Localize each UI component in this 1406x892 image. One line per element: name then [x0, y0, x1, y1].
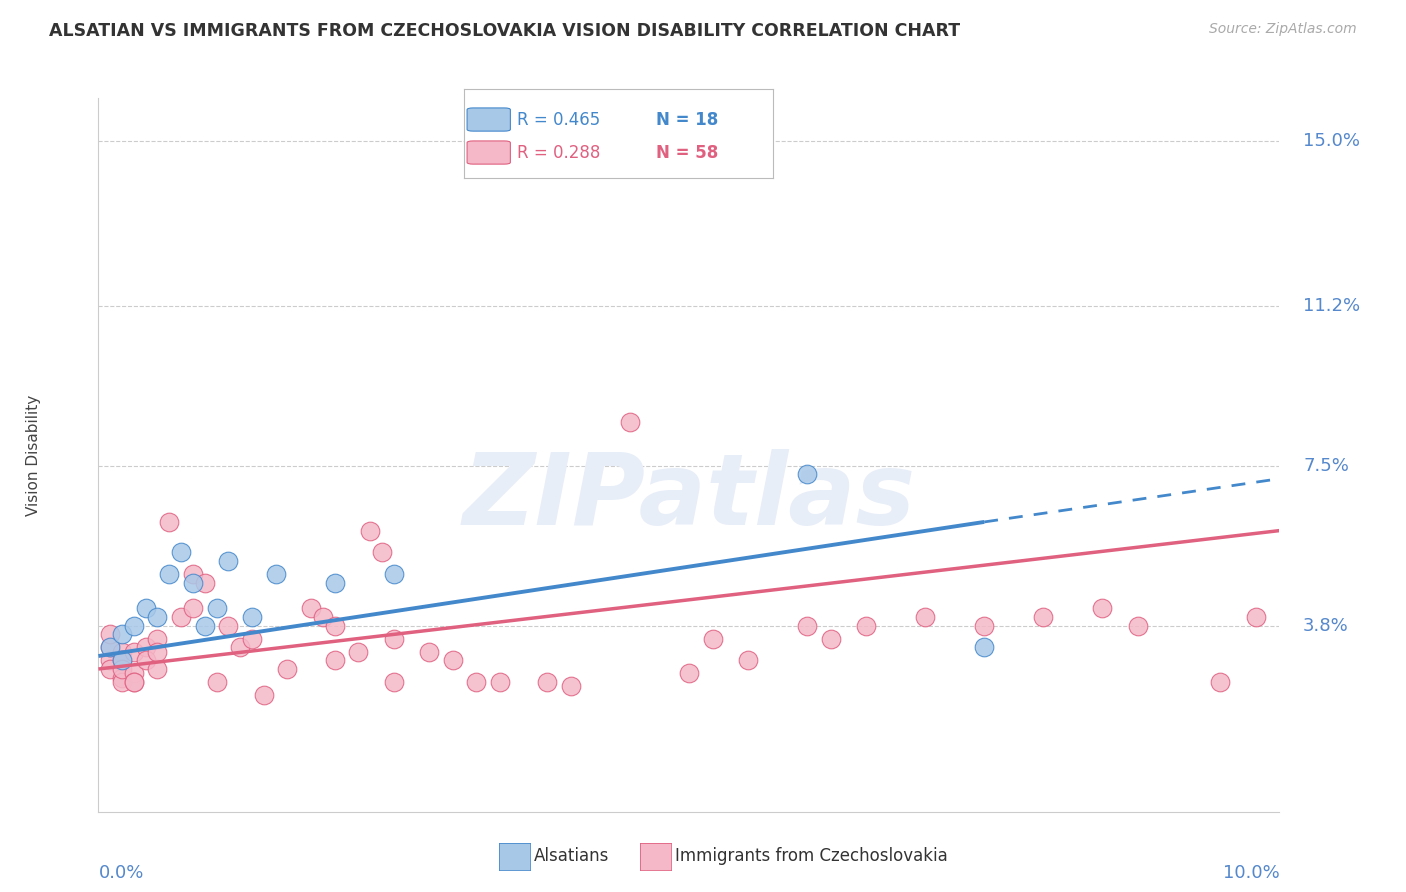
Point: [914, 610, 936, 624]
Point: [194, 575, 217, 590]
Text: 3.8%: 3.8%: [1303, 616, 1348, 635]
Point: [111, 675, 134, 690]
Point: [253, 688, 276, 702]
Point: [702, 632, 724, 646]
Point: [98, 640, 121, 655]
Point: [973, 619, 995, 633]
Point: [111, 671, 134, 685]
Point: [98, 653, 121, 667]
Point: [111, 627, 134, 641]
Point: [382, 566, 405, 581]
Point: [820, 632, 842, 646]
Point: [122, 675, 145, 690]
FancyBboxPatch shape: [467, 108, 510, 131]
Point: [371, 545, 394, 559]
Text: Alsatians: Alsatians: [534, 847, 610, 865]
Text: ALSATIAN VS IMMIGRANTS FROM CZECHOSLOVAKIA VISION DISABILITY CORRELATION CHART: ALSATIAN VS IMMIGRANTS FROM CZECHOSLOVAK…: [49, 22, 960, 40]
Point: [1244, 610, 1267, 624]
Point: [796, 619, 818, 633]
Point: [465, 675, 488, 690]
Point: [217, 554, 239, 568]
Point: [1209, 675, 1232, 690]
Point: [312, 610, 335, 624]
Point: [181, 566, 204, 581]
Text: 10.0%: 10.0%: [1223, 863, 1279, 881]
Point: [323, 619, 346, 633]
Text: N = 18: N = 18: [655, 111, 718, 128]
Point: [418, 645, 440, 659]
Point: [146, 662, 169, 676]
Point: [299, 601, 322, 615]
Text: 0.0%: 0.0%: [98, 863, 143, 881]
Point: [323, 575, 346, 590]
Point: [170, 545, 193, 559]
Point: [1126, 619, 1149, 633]
Point: [737, 653, 759, 667]
Point: [157, 566, 180, 581]
Point: [205, 601, 228, 615]
Point: [122, 675, 145, 690]
Text: 7.5%: 7.5%: [1303, 457, 1348, 475]
Point: [194, 619, 217, 633]
Point: [347, 645, 370, 659]
Point: [619, 416, 641, 430]
Point: [1032, 610, 1054, 624]
Point: [111, 662, 134, 676]
Point: [146, 632, 169, 646]
Point: [796, 467, 818, 482]
Text: Vision Disability: Vision Disability: [25, 394, 41, 516]
Point: [276, 662, 298, 676]
Text: R = 0.288: R = 0.288: [516, 144, 600, 161]
Point: [973, 640, 995, 655]
Point: [111, 653, 134, 667]
Point: [560, 679, 582, 693]
Point: [489, 675, 512, 690]
Point: [264, 566, 287, 581]
Point: [382, 632, 405, 646]
Point: [98, 627, 121, 641]
Point: [146, 610, 169, 624]
Point: [229, 640, 252, 655]
Text: Source: ZipAtlas.com: Source: ZipAtlas.com: [1209, 22, 1357, 37]
Point: [135, 601, 157, 615]
Point: [122, 645, 145, 659]
Point: [135, 653, 157, 667]
Point: [240, 610, 263, 624]
Point: [181, 601, 204, 615]
Point: [122, 619, 145, 633]
Point: [217, 619, 239, 633]
Point: [98, 640, 121, 655]
Text: 15.0%: 15.0%: [1303, 132, 1360, 151]
Point: [359, 524, 381, 538]
Point: [135, 640, 157, 655]
Text: 11.2%: 11.2%: [1303, 297, 1360, 315]
Point: [382, 675, 405, 690]
Point: [240, 632, 263, 646]
Point: [536, 675, 558, 690]
FancyBboxPatch shape: [467, 141, 510, 164]
Point: [181, 575, 204, 590]
Point: [1091, 601, 1114, 615]
Text: Immigrants from Czechoslovakia: Immigrants from Czechoslovakia: [675, 847, 948, 865]
Point: [323, 653, 346, 667]
Text: R = 0.465: R = 0.465: [516, 111, 600, 128]
Point: [157, 515, 180, 529]
Point: [146, 645, 169, 659]
Point: [678, 666, 700, 681]
Point: [111, 653, 134, 667]
Point: [855, 619, 877, 633]
Point: [441, 653, 464, 667]
Text: ZIPatlas: ZIPatlas: [463, 450, 915, 546]
Point: [170, 610, 193, 624]
Text: N = 58: N = 58: [655, 144, 718, 161]
Point: [98, 662, 121, 676]
Point: [122, 666, 145, 681]
Point: [111, 645, 134, 659]
Point: [205, 675, 228, 690]
